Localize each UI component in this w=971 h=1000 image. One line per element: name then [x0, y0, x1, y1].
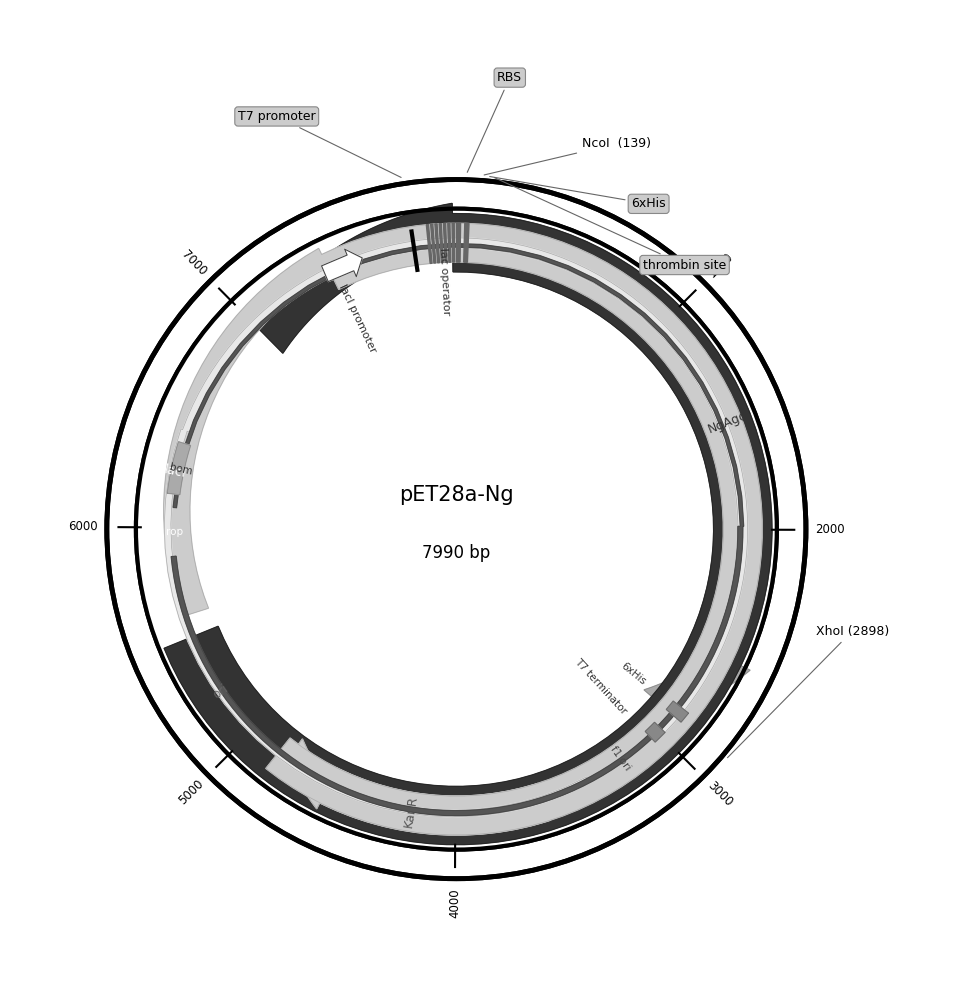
Text: 6xHis: 6xHis: [489, 177, 666, 210]
Polygon shape: [171, 244, 744, 816]
Text: bom: bom: [169, 462, 193, 477]
Polygon shape: [321, 249, 362, 282]
Text: pET28a-Ng: pET28a-Ng: [399, 485, 514, 505]
Polygon shape: [444, 223, 447, 262]
Polygon shape: [456, 223, 460, 262]
Text: 2000: 2000: [816, 523, 845, 536]
Text: ori: ori: [211, 682, 230, 701]
Text: 4000: 4000: [449, 888, 461, 918]
Text: 3000: 3000: [705, 779, 735, 809]
Text: lacI promoter: lacI promoter: [337, 282, 378, 354]
Text: T7 terminator: T7 terminator: [573, 657, 629, 716]
Text: 1000: 1000: [706, 250, 736, 280]
Text: rop: rop: [166, 527, 184, 537]
Text: 6xHis: 6xHis: [619, 661, 648, 687]
Polygon shape: [426, 225, 432, 263]
Circle shape: [105, 178, 808, 881]
Circle shape: [138, 211, 775, 848]
Polygon shape: [435, 224, 440, 263]
Polygon shape: [164, 223, 762, 835]
Text: thrombin site: thrombin site: [494, 178, 726, 272]
Text: 5000: 5000: [176, 777, 206, 807]
Text: KanR: KanR: [401, 795, 419, 829]
Polygon shape: [439, 224, 443, 263]
Polygon shape: [666, 701, 688, 722]
Text: 7000: 7000: [179, 248, 209, 278]
Text: f1 ori: f1 ori: [608, 744, 632, 772]
Polygon shape: [448, 223, 451, 262]
Text: T7 promoter: T7 promoter: [238, 110, 401, 177]
Text: 7990 bp: 7990 bp: [422, 544, 490, 562]
Polygon shape: [464, 223, 469, 262]
Text: 6000: 6000: [68, 520, 97, 534]
Text: XhoI (2898): XhoI (2898): [727, 625, 888, 758]
Polygon shape: [430, 224, 436, 263]
Text: NgAgo: NgAgo: [706, 408, 749, 436]
Polygon shape: [645, 722, 665, 742]
Text: RBS: RBS: [467, 71, 522, 172]
Polygon shape: [167, 442, 190, 495]
Polygon shape: [452, 223, 454, 262]
Text: lacI: lacI: [164, 463, 187, 480]
Text: NcoI  (139): NcoI (139): [485, 137, 652, 175]
Polygon shape: [164, 203, 772, 845]
Polygon shape: [164, 238, 748, 817]
Text: lac operator: lac operator: [438, 248, 452, 316]
Polygon shape: [286, 739, 550, 835]
Polygon shape: [485, 215, 772, 715]
